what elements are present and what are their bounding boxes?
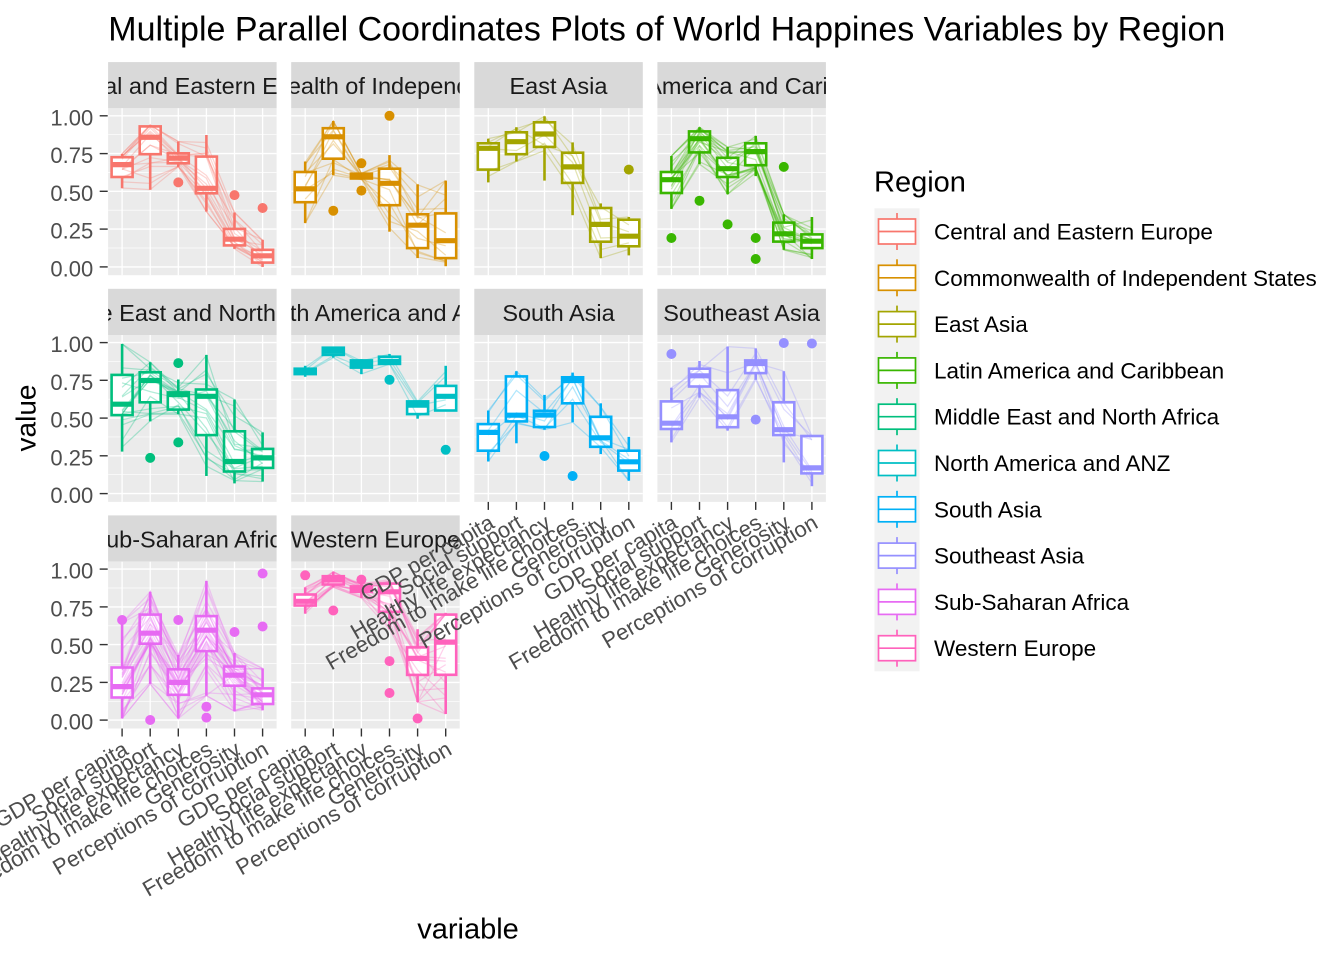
svg-text:Region: Region <box>874 167 966 199</box>
svg-text:value: value <box>11 385 42 452</box>
svg-text:0.75: 0.75 <box>50 596 93 621</box>
svg-text:0.25: 0.25 <box>50 672 93 697</box>
svg-text:0.50: 0.50 <box>50 181 93 206</box>
svg-text:0.00: 0.00 <box>50 256 93 281</box>
svg-text:0.25: 0.25 <box>50 445 93 470</box>
svg-text:0.50: 0.50 <box>50 408 93 433</box>
svg-text:0.75: 0.75 <box>50 143 93 168</box>
svg-text:Latin America and Caribbean: Latin America and Caribbean <box>590 73 893 99</box>
svg-text:1.00: 1.00 <box>50 559 93 584</box>
svg-text:Middle East and North Africa: Middle East and North Africa <box>43 300 342 326</box>
svg-text:East Asia: East Asia <box>934 312 1028 337</box>
svg-text:0.50: 0.50 <box>50 634 93 659</box>
svg-text:0.25: 0.25 <box>50 219 93 244</box>
svg-text:East Asia: East Asia <box>510 73 609 99</box>
svg-text:North America and ANZ: North America and ANZ <box>252 300 499 326</box>
svg-text:0.00: 0.00 <box>50 483 93 508</box>
svg-text:0.00: 0.00 <box>50 710 93 735</box>
svg-text:Sub-Saharan Africa: Sub-Saharan Africa <box>90 526 295 552</box>
svg-text:South Asia: South Asia <box>502 300 615 326</box>
svg-text:Multiple Parallel Coordinates: Multiple Parallel Coordinates Plots of W… <box>108 11 1225 49</box>
svg-text:South Asia: South Asia <box>934 497 1042 522</box>
svg-text:Latin America and Caribbean: Latin America and Caribbean <box>934 358 1224 383</box>
svg-text:Sub-Saharan Africa: Sub-Saharan Africa <box>934 590 1130 615</box>
svg-text:Southeast Asia: Southeast Asia <box>934 544 1085 569</box>
svg-text:Central and Eastern Europe: Central and Eastern Europe <box>934 220 1213 245</box>
svg-text:0.75: 0.75 <box>50 370 93 395</box>
svg-text:Commonwealth of Independent St: Commonwealth of Independent States <box>176 73 576 99</box>
svg-text:1.00: 1.00 <box>50 105 93 130</box>
svg-text:Western Europe: Western Europe <box>291 526 460 552</box>
svg-text:Middle East and North Africa: Middle East and North Africa <box>934 405 1220 430</box>
svg-text:1.00: 1.00 <box>50 332 93 357</box>
svg-text:Western Europe: Western Europe <box>934 636 1096 661</box>
svg-text:Commonwealth of Independent St: Commonwealth of Independent States <box>934 266 1317 291</box>
svg-text:North America and ANZ: North America and ANZ <box>934 451 1171 476</box>
svg-text:variable: variable <box>417 913 519 945</box>
svg-text:Southeast Asia: Southeast Asia <box>663 300 821 326</box>
svg-text:Central and Eastern Europe: Central and Eastern Europe <box>47 73 338 99</box>
